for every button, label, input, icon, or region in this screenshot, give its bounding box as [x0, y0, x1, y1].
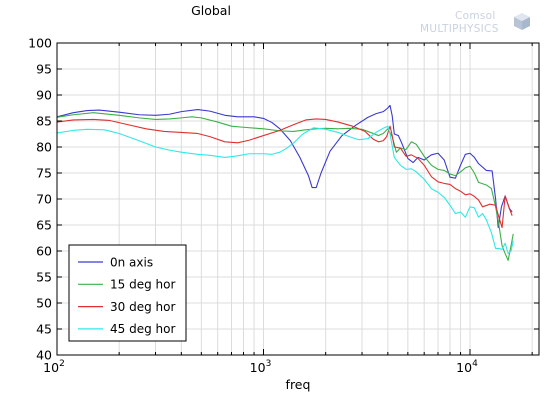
x-tick-label: 102 — [43, 359, 65, 375]
y-tick-label: 90 — [36, 88, 52, 103]
y-tick-label: 45 — [36, 322, 52, 337]
legend-label: 0n axis — [110, 255, 153, 269]
y-tick-label: 60 — [36, 244, 52, 259]
chart-title: Global — [191, 3, 231, 18]
y-tick-label: 100 — [28, 36, 52, 51]
y-tick-label: 40 — [36, 348, 52, 363]
y-tick-label: 80 — [36, 140, 52, 155]
watermark-logo: Comsol MULTIPHYSICS — [420, 10, 530, 35]
y-tick-label: 85 — [36, 114, 52, 129]
x-tick-label: 104 — [456, 359, 478, 375]
series-line-4 — [57, 125, 514, 255]
x-axis-label: freq — [286, 377, 311, 392]
axis-ticks — [56, 42, 539, 356]
y-tick-label: 95 — [36, 62, 52, 77]
watermark-line2: MULTIPHYSICS — [420, 23, 499, 35]
series-layer — [57, 104, 514, 261]
legend-label: 30 deg hor — [110, 300, 175, 314]
x-tick-label: 103 — [250, 359, 272, 375]
legend-box — [68, 244, 187, 342]
y-tick-label: 55 — [36, 270, 52, 285]
series-line-1 — [57, 104, 513, 229]
legend-entries: 0n axis 15 deg hor 30 deg hor 45 deg hor — [78, 255, 175, 336]
series-line-3 — [57, 118, 513, 229]
y-tick-labels: 40 45 50 55 60 65 70 75 80 85 90 95 100 — [28, 36, 52, 363]
cube-icon — [514, 13, 530, 30]
legend: 0n axis 15 deg hor 30 deg hor 45 deg hor — [68, 244, 187, 342]
legend-label: 15 deg hor — [110, 278, 175, 292]
y-tick-label: 70 — [36, 192, 52, 207]
legend-label: 45 deg hor — [110, 322, 175, 336]
y-tick-label: 75 — [36, 166, 52, 181]
y-tick-label: 50 — [36, 296, 52, 311]
watermark-line1: Comsol — [455, 10, 496, 22]
y-tick-label: 65 — [36, 218, 52, 233]
x-tick-labels: 102 103 104 — [43, 359, 478, 375]
